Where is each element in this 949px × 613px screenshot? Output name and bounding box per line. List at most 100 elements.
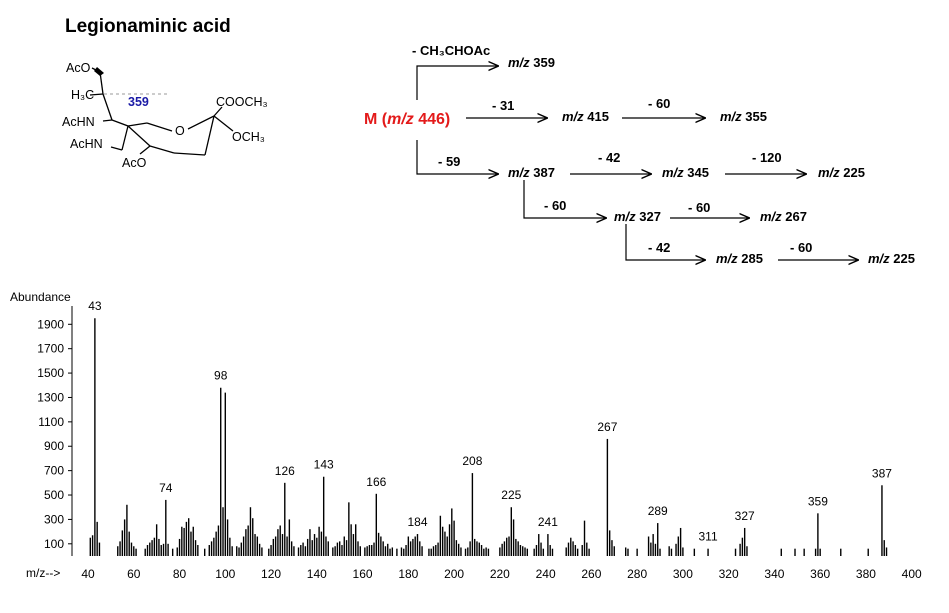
fragment-327: m/z 327 <box>614 209 661 224</box>
peak-label-43: 43 <box>88 299 102 313</box>
cleavage-label: 359 <box>128 95 149 109</box>
x-tick-label: 260 <box>581 567 601 581</box>
scheme-arrows <box>416 66 858 260</box>
fragment-327-value: 327 <box>639 209 661 224</box>
x-tick-label: 380 <box>856 567 876 581</box>
peak-label-143: 143 <box>314 458 334 472</box>
aco-bottom-label: AcO <box>122 156 147 170</box>
x-ticks: 40 60 80 100 120 140 160 180 200 220 240 260 280 300 3… <box>81 567 922 581</box>
fragment-415-prefix: m/z <box>562 109 584 124</box>
chart-title: Legionaminic acid <box>65 16 231 37</box>
loss-31: - 31 <box>492 98 514 113</box>
y-axis-label: Abundance <box>10 290 71 304</box>
fragment-345-value: 345 <box>687 165 709 180</box>
molecular-structure: AcO H₃C 359 COOCH₃ O OCH₃ AcHN AcHN AcO <box>62 61 268 170</box>
y-tick-label: 1500 <box>37 366 64 380</box>
fragment-327-prefix: m/z <box>614 209 636 224</box>
loss-60-a: - 60 <box>648 96 670 111</box>
y-ticks: 100 300 500 700 900 1100 1300 1500 1700 1900 <box>37 317 72 551</box>
peak-label-289: 289 <box>648 504 668 518</box>
molecular-ion-value: 446) <box>414 111 450 128</box>
x-tick-label: 280 <box>627 567 647 581</box>
y-tick-label: 700 <box>44 464 64 478</box>
h3c-label: H₃C <box>71 88 94 102</box>
fragmentation-scheme: M (m/z 446) - CH₃CHOAc - 31 - 60 - 59 - … <box>364 43 915 266</box>
y-tick-label: 1900 <box>37 317 64 331</box>
fragment-359: m/z 359 <box>508 55 555 70</box>
fragment-labels: m/z 359 m/z 415 m/z 355 m/z 387 m/z 345 … <box>508 55 915 266</box>
y-tick-label: 900 <box>44 439 64 453</box>
x-tick-label: 100 <box>215 567 235 581</box>
y-tick-label: 1700 <box>37 342 64 356</box>
peak-label-166: 166 <box>366 475 386 489</box>
fragment-225-b-prefix: m/z <box>868 251 890 266</box>
x-tick-label: 300 <box>673 567 693 581</box>
y-tick-label: 500 <box>44 488 64 502</box>
x-tick-label: 220 <box>490 567 510 581</box>
loss-60-c: - 60 <box>688 200 710 215</box>
y-tick-label: 100 <box>44 537 64 551</box>
peak-label-98: 98 <box>214 369 228 383</box>
peak-label-241: 241 <box>538 515 558 529</box>
loss-42-b: - 42 <box>648 240 670 255</box>
loss-120: - 120 <box>752 150 782 165</box>
fragment-355: m/z 355 <box>720 109 767 124</box>
molecular-ion-prefix: M ( <box>364 111 388 128</box>
fragment-267-value: 267 <box>785 209 807 224</box>
achn-upper-label: AcHN <box>62 115 95 129</box>
fragment-225-a: m/z 225 <box>818 165 865 180</box>
x-tick-label: 60 <box>127 567 141 581</box>
peak-label-74: 74 <box>159 481 173 495</box>
y-tick-label: 300 <box>44 512 64 526</box>
y-tick-label: 1100 <box>38 415 64 429</box>
ring-oxygen-label: O <box>175 124 185 138</box>
y-tick-label: 1300 <box>37 390 64 404</box>
peak-label-225: 225 <box>501 488 521 502</box>
fragment-359-value: 359 <box>533 55 555 70</box>
peak-label-327: 327 <box>735 509 755 523</box>
x-tick-label: 400 <box>902 567 922 581</box>
peak-label-359: 359 <box>808 494 828 508</box>
fragment-225-a-prefix: m/z <box>818 165 840 180</box>
peak-label-267: 267 <box>597 420 617 434</box>
peak-label-184: 184 <box>407 515 427 529</box>
fragment-225-a-value: 225 <box>843 165 865 180</box>
spectrum-peaks <box>89 318 888 556</box>
loss-59: - 59 <box>438 154 460 169</box>
fragment-359-prefix: m/z <box>508 55 530 70</box>
x-tick-label: 240 <box>536 567 556 581</box>
x-tick-label: 120 <box>261 567 281 581</box>
fragment-267-prefix: m/z <box>760 209 782 224</box>
fragment-355-value: 355 <box>745 109 767 124</box>
loss-60-d: - 60 <box>790 240 812 255</box>
och3-label: OCH₃ <box>232 130 265 144</box>
x-tick-label: 160 <box>353 567 373 581</box>
x-tick-label: 360 <box>810 567 830 581</box>
fragment-387: m/z 387 <box>508 165 555 180</box>
x-tick-label: 200 <box>444 567 464 581</box>
aco-top-label: AcO <box>66 61 91 75</box>
x-axis-label: m/z--> <box>26 566 60 580</box>
mass-spectrum: Abundance m/z--> 100 300 500 700 900 1100 1300… <box>10 290 922 581</box>
structure-bonds <box>89 67 234 156</box>
molecular-ion-mz: m/z <box>387 111 414 128</box>
fragment-415-value: 415 <box>587 109 609 124</box>
fragment-345-prefix: m/z <box>662 165 684 180</box>
x-tick-label: 340 <box>764 567 784 581</box>
fragment-387-value: 387 <box>533 165 555 180</box>
loss-ch3choac: - CH₃CHOAc <box>412 43 490 58</box>
wedge-bond <box>94 67 104 76</box>
peak-labels: 43 74 98 126 143 166 184 208 225 241 267 289 311 327 3… <box>88 299 892 543</box>
x-tick-label: 140 <box>307 567 327 581</box>
molecular-ion: M (m/z 446) <box>364 111 450 128</box>
cooch3-label: COOCH₃ <box>216 95 268 109</box>
fragment-415: m/z 415 <box>562 109 609 124</box>
peak-label-387: 387 <box>872 466 892 480</box>
fragment-285: m/z 285 <box>716 251 763 266</box>
fragment-285-value: 285 <box>741 251 763 266</box>
peak-label-208: 208 <box>462 454 482 468</box>
x-tick-label: 320 <box>719 567 739 581</box>
fragment-285-prefix: m/z <box>716 251 738 266</box>
x-tick-label: 80 <box>173 567 187 581</box>
peak-label-126: 126 <box>275 464 295 478</box>
